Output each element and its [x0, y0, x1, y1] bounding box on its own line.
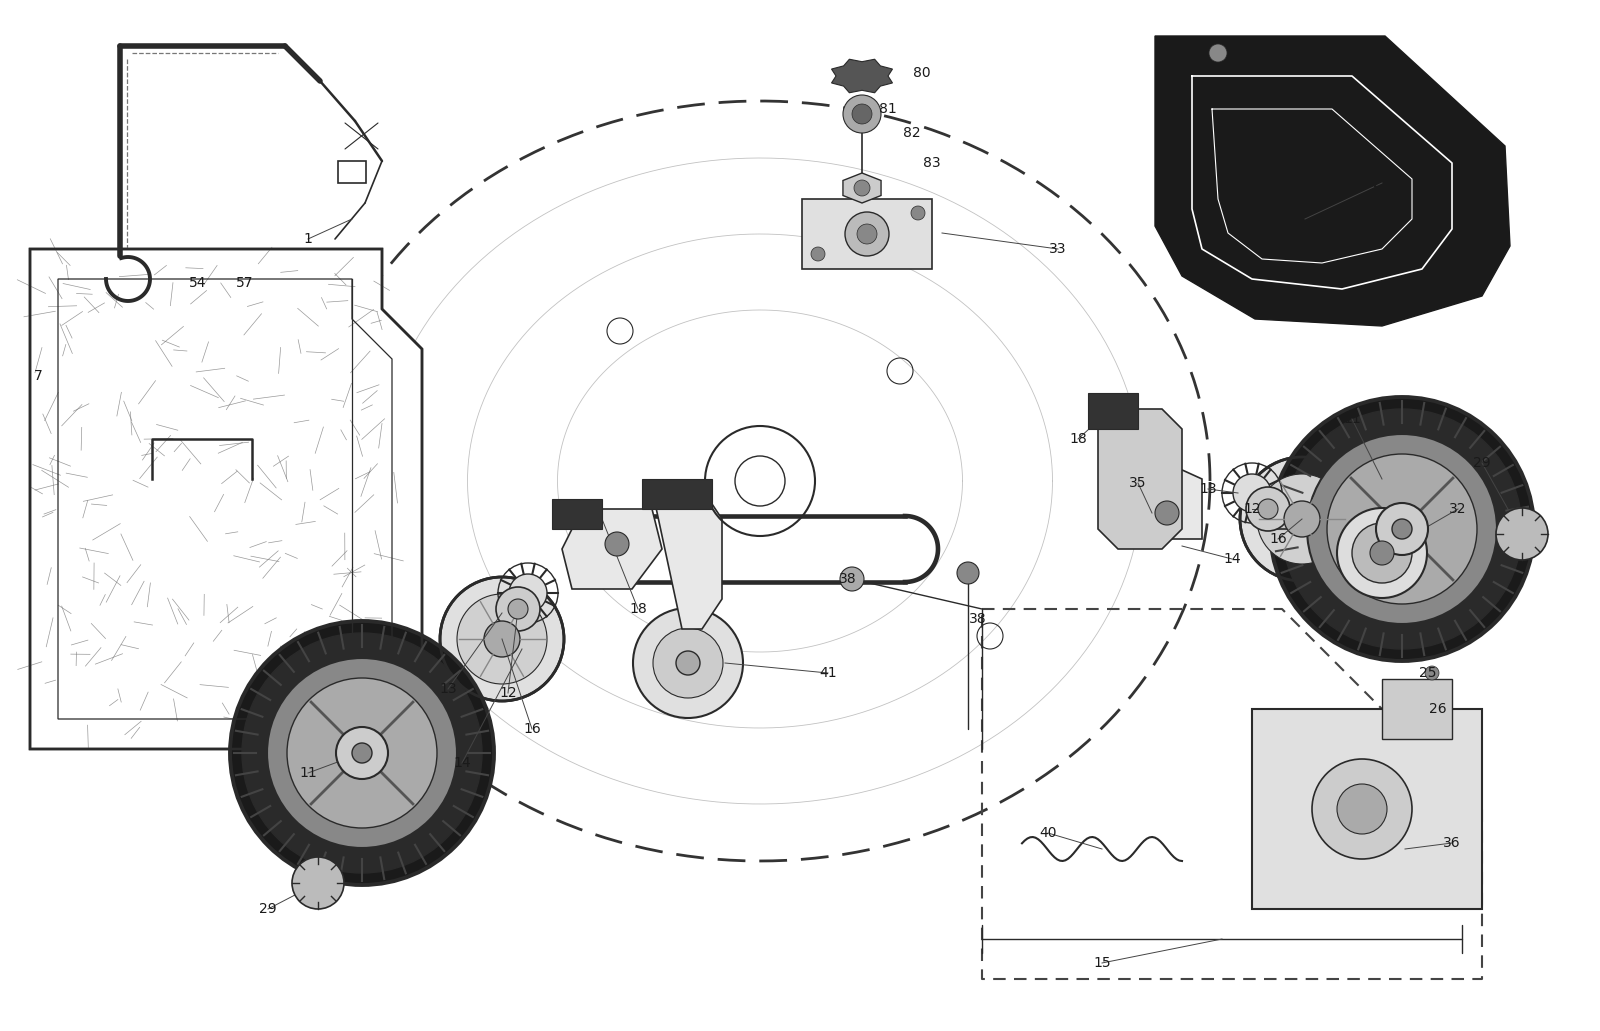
Circle shape — [1496, 508, 1549, 560]
Text: 36: 36 — [1443, 836, 1461, 850]
Text: 32: 32 — [1450, 502, 1467, 516]
Text: 12: 12 — [499, 686, 517, 700]
Polygon shape — [552, 499, 602, 529]
Circle shape — [854, 180, 870, 196]
Circle shape — [1210, 44, 1227, 62]
Circle shape — [1338, 784, 1387, 834]
Text: 15: 15 — [1093, 956, 1110, 970]
Circle shape — [1283, 501, 1320, 537]
Polygon shape — [562, 509, 662, 589]
Text: 57: 57 — [237, 276, 254, 290]
Text: 28: 28 — [1373, 176, 1390, 190]
Circle shape — [675, 651, 701, 675]
Circle shape — [1376, 503, 1429, 555]
Text: 26: 26 — [1429, 702, 1446, 716]
Polygon shape — [1382, 679, 1453, 739]
Text: 33: 33 — [1050, 242, 1067, 256]
Circle shape — [634, 608, 742, 718]
Polygon shape — [1088, 393, 1138, 429]
Circle shape — [1234, 474, 1270, 512]
Text: 81: 81 — [878, 102, 898, 117]
Circle shape — [1258, 474, 1347, 564]
Circle shape — [1352, 523, 1413, 583]
Circle shape — [1307, 434, 1498, 624]
Circle shape — [1155, 501, 1179, 525]
Circle shape — [509, 574, 547, 612]
Circle shape — [811, 247, 826, 261]
Circle shape — [957, 562, 979, 584]
Circle shape — [843, 95, 882, 133]
Circle shape — [1240, 457, 1363, 581]
Text: 38: 38 — [838, 572, 858, 586]
Polygon shape — [642, 479, 712, 509]
Text: 12: 12 — [1243, 502, 1261, 516]
Text: 16: 16 — [1269, 532, 1286, 546]
Text: 25: 25 — [1419, 666, 1437, 680]
Circle shape — [851, 104, 872, 124]
Circle shape — [352, 743, 371, 763]
FancyBboxPatch shape — [338, 161, 366, 182]
Circle shape — [840, 567, 864, 591]
Circle shape — [291, 857, 344, 909]
Circle shape — [1426, 666, 1438, 680]
Circle shape — [858, 224, 877, 244]
Circle shape — [1312, 759, 1413, 859]
Text: 80: 80 — [914, 66, 931, 80]
Polygon shape — [1155, 36, 1510, 326]
Circle shape — [230, 621, 494, 885]
Circle shape — [496, 587, 541, 631]
Polygon shape — [1133, 459, 1202, 539]
Polygon shape — [802, 199, 931, 269]
Polygon shape — [1251, 709, 1482, 909]
Polygon shape — [1098, 409, 1182, 548]
Text: 29: 29 — [1474, 456, 1491, 470]
Text: 83: 83 — [923, 156, 941, 170]
Circle shape — [1282, 409, 1522, 648]
Circle shape — [1270, 397, 1534, 661]
Text: 13: 13 — [1198, 483, 1218, 496]
Circle shape — [267, 658, 458, 849]
Text: 40: 40 — [1040, 826, 1056, 840]
Text: 18: 18 — [629, 602, 646, 616]
Circle shape — [336, 727, 387, 779]
Circle shape — [509, 599, 528, 619]
Text: 7: 7 — [34, 369, 42, 383]
Circle shape — [1338, 508, 1427, 598]
Polygon shape — [653, 489, 722, 629]
Circle shape — [1392, 519, 1413, 539]
Circle shape — [1370, 541, 1394, 565]
Circle shape — [458, 594, 547, 684]
Circle shape — [483, 621, 520, 657]
Text: 14: 14 — [453, 756, 470, 770]
Circle shape — [1258, 499, 1278, 519]
Text: 11: 11 — [299, 766, 317, 780]
Text: 82: 82 — [902, 126, 922, 140]
Text: 54: 54 — [189, 276, 206, 290]
Circle shape — [653, 628, 723, 698]
Text: 35: 35 — [1130, 476, 1147, 490]
Text: 13: 13 — [438, 681, 458, 696]
Circle shape — [1246, 487, 1290, 531]
Circle shape — [242, 633, 482, 873]
Circle shape — [605, 532, 629, 556]
Circle shape — [440, 577, 563, 701]
Polygon shape — [30, 250, 422, 749]
Circle shape — [1326, 454, 1477, 604]
Circle shape — [845, 212, 890, 256]
Text: 18: 18 — [1069, 432, 1086, 446]
Text: 41: 41 — [819, 666, 837, 680]
Text: 38: 38 — [970, 612, 987, 626]
Text: 11: 11 — [1342, 412, 1362, 426]
Polygon shape — [832, 59, 893, 93]
Text: 16: 16 — [523, 722, 541, 736]
Circle shape — [910, 206, 925, 220]
Circle shape — [286, 678, 437, 828]
Text: 29: 29 — [259, 902, 277, 916]
Polygon shape — [843, 173, 882, 203]
Text: 14: 14 — [1222, 552, 1242, 566]
Text: 1: 1 — [304, 232, 312, 246]
